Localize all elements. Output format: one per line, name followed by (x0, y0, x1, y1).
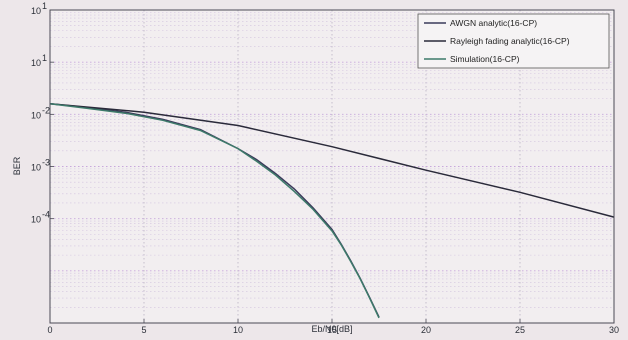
y-tick-label: 10 (31, 163, 41, 173)
x-tick-label: 15 (327, 325, 337, 335)
series-simulation-line (49, 102, 380, 319)
y-tick-exponent: -2 (42, 105, 50, 115)
x-tick-label: 20 (421, 325, 431, 335)
x-tick-label: 30 (609, 325, 619, 335)
y-tick-label: 10 (31, 215, 41, 225)
y-tick-exponent: -4 (42, 210, 50, 220)
legend: AWGN analytic(16-CP) Rayleigh fading ana… (417, 13, 610, 69)
y-tick-exponent: 1 (42, 1, 47, 11)
x-tick-label: 10 (233, 325, 243, 335)
legend-label-simulation: Simulation(16-CP) (450, 54, 520, 64)
x-tick-label: 0 (47, 325, 52, 335)
x-tick-label: 25 (515, 325, 525, 335)
y-tick-exponent: -3 (42, 158, 50, 168)
y-tick-label: 10 (31, 110, 41, 120)
y-tick-exponent: 1 (42, 53, 47, 63)
y-axis-label: BER (12, 156, 22, 175)
series-lines (49, 102, 615, 319)
x-axis-ticks: 0 5 10 15 20 25 30 (47, 319, 619, 335)
y-tick-label: 10 (31, 58, 41, 68)
y-axis-ticks: 10 110 110 -210 -310 -4 (31, 1, 54, 225)
x-axis-label: Eb/N0[dB] (311, 324, 352, 334)
y-tick-label: 10 (31, 6, 41, 16)
legend-box (417, 13, 610, 69)
x-tick-label: 5 (141, 325, 146, 335)
series-rayleigh-line (49, 102, 615, 218)
legend-label-rayleigh: Rayleigh fading analytic(16-CP) (450, 36, 570, 46)
legend-label-awgn: AWGN analytic(16-CP) (450, 18, 537, 28)
